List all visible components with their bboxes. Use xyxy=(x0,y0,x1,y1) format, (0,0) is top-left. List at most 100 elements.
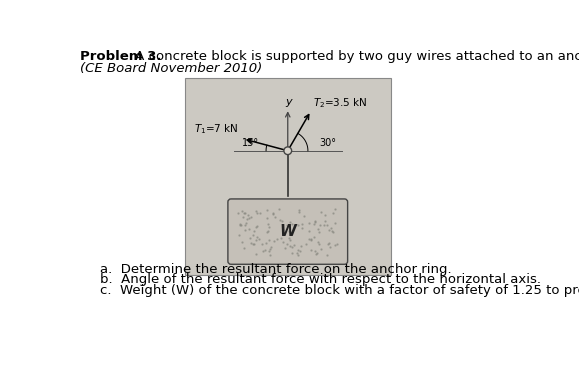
Point xyxy=(304,236,313,242)
Point xyxy=(270,214,280,220)
Text: b.  Angle of the resultant force with respect to the horizontal axis.: b. Angle of the resultant force with res… xyxy=(100,273,541,286)
Text: $T_1$=7 kN: $T_1$=7 kN xyxy=(195,122,239,136)
Point xyxy=(296,243,306,249)
Point xyxy=(320,212,329,218)
Point xyxy=(294,252,303,258)
Point xyxy=(285,237,295,243)
Point xyxy=(274,206,283,212)
Text: 15°: 15° xyxy=(242,138,259,149)
Point xyxy=(234,232,244,238)
Point xyxy=(296,248,305,254)
Point xyxy=(309,234,318,240)
Point xyxy=(265,248,274,254)
Point xyxy=(256,210,265,216)
Point xyxy=(284,228,294,234)
Point xyxy=(285,243,295,249)
Point xyxy=(321,218,330,224)
Point xyxy=(288,250,297,256)
Point xyxy=(290,242,299,247)
Point xyxy=(262,229,272,235)
Point xyxy=(280,244,290,250)
Point xyxy=(278,239,288,244)
Point xyxy=(293,222,302,228)
Point xyxy=(307,237,316,243)
Text: (CE Board November 2010): (CE Board November 2010) xyxy=(80,61,262,75)
Point xyxy=(276,235,285,241)
Point xyxy=(250,241,259,247)
Point xyxy=(248,232,258,238)
Text: A concrete block is supported by two guy wires attached to an anchor ring as sho: A concrete block is supported by two guy… xyxy=(131,50,579,63)
Point xyxy=(293,247,302,253)
Point xyxy=(292,250,302,255)
Point xyxy=(276,217,285,223)
Point xyxy=(272,236,281,242)
Point xyxy=(240,210,250,216)
Point xyxy=(332,241,342,247)
Point xyxy=(277,218,287,224)
FancyBboxPatch shape xyxy=(228,199,347,264)
Point xyxy=(327,225,336,231)
Point xyxy=(310,219,320,225)
Text: c.  Weight (W) of the concrete block with a factor of safety of 1.25 to prevent : c. Weight (W) of the concrete block with… xyxy=(100,284,579,297)
Point xyxy=(237,208,247,214)
Point xyxy=(314,241,324,247)
Point xyxy=(262,215,271,221)
Point xyxy=(283,241,292,247)
Point xyxy=(299,213,309,219)
Point xyxy=(263,221,273,227)
Point xyxy=(266,244,275,250)
Point xyxy=(260,247,269,253)
Point xyxy=(263,228,273,234)
Point xyxy=(314,229,324,235)
Point xyxy=(312,250,321,256)
Point xyxy=(251,208,260,214)
Point xyxy=(244,216,254,221)
Point xyxy=(241,220,251,225)
Point xyxy=(254,236,263,242)
Point xyxy=(294,210,303,216)
Point xyxy=(233,210,243,216)
Point xyxy=(320,222,329,228)
Point xyxy=(328,229,338,235)
Point xyxy=(251,237,261,243)
Point xyxy=(245,235,254,241)
Point xyxy=(239,214,248,220)
Point xyxy=(287,221,296,227)
Point xyxy=(262,206,272,212)
Point xyxy=(269,210,278,216)
Point xyxy=(297,221,306,227)
Point xyxy=(311,248,320,254)
Point xyxy=(285,219,295,225)
Point xyxy=(314,239,323,245)
Point xyxy=(236,223,245,228)
Point xyxy=(311,251,320,257)
Point xyxy=(251,251,261,257)
Point xyxy=(265,246,274,251)
Point xyxy=(244,212,253,218)
Point xyxy=(264,237,273,243)
Bar xyxy=(185,78,391,275)
Point xyxy=(252,210,262,216)
Point xyxy=(323,242,332,247)
Point xyxy=(258,241,267,247)
Point xyxy=(324,240,334,246)
Point xyxy=(236,221,245,227)
Text: W: W xyxy=(279,224,296,239)
Text: Problem 3.: Problem 3. xyxy=(80,50,162,63)
Point xyxy=(247,214,256,220)
Point xyxy=(306,247,316,253)
Point xyxy=(317,246,326,252)
Text: 30°: 30° xyxy=(320,138,336,149)
Text: y: y xyxy=(285,97,292,107)
Point xyxy=(245,227,254,232)
Point xyxy=(265,252,274,258)
Point xyxy=(306,236,316,242)
Point xyxy=(316,209,325,214)
Point xyxy=(315,223,324,228)
Point xyxy=(330,206,339,212)
Point xyxy=(324,227,334,233)
Text: $T_2$=3.5 kN: $T_2$=3.5 kN xyxy=(313,96,368,110)
Point xyxy=(287,244,296,250)
Point xyxy=(329,210,338,216)
Point xyxy=(297,225,306,231)
